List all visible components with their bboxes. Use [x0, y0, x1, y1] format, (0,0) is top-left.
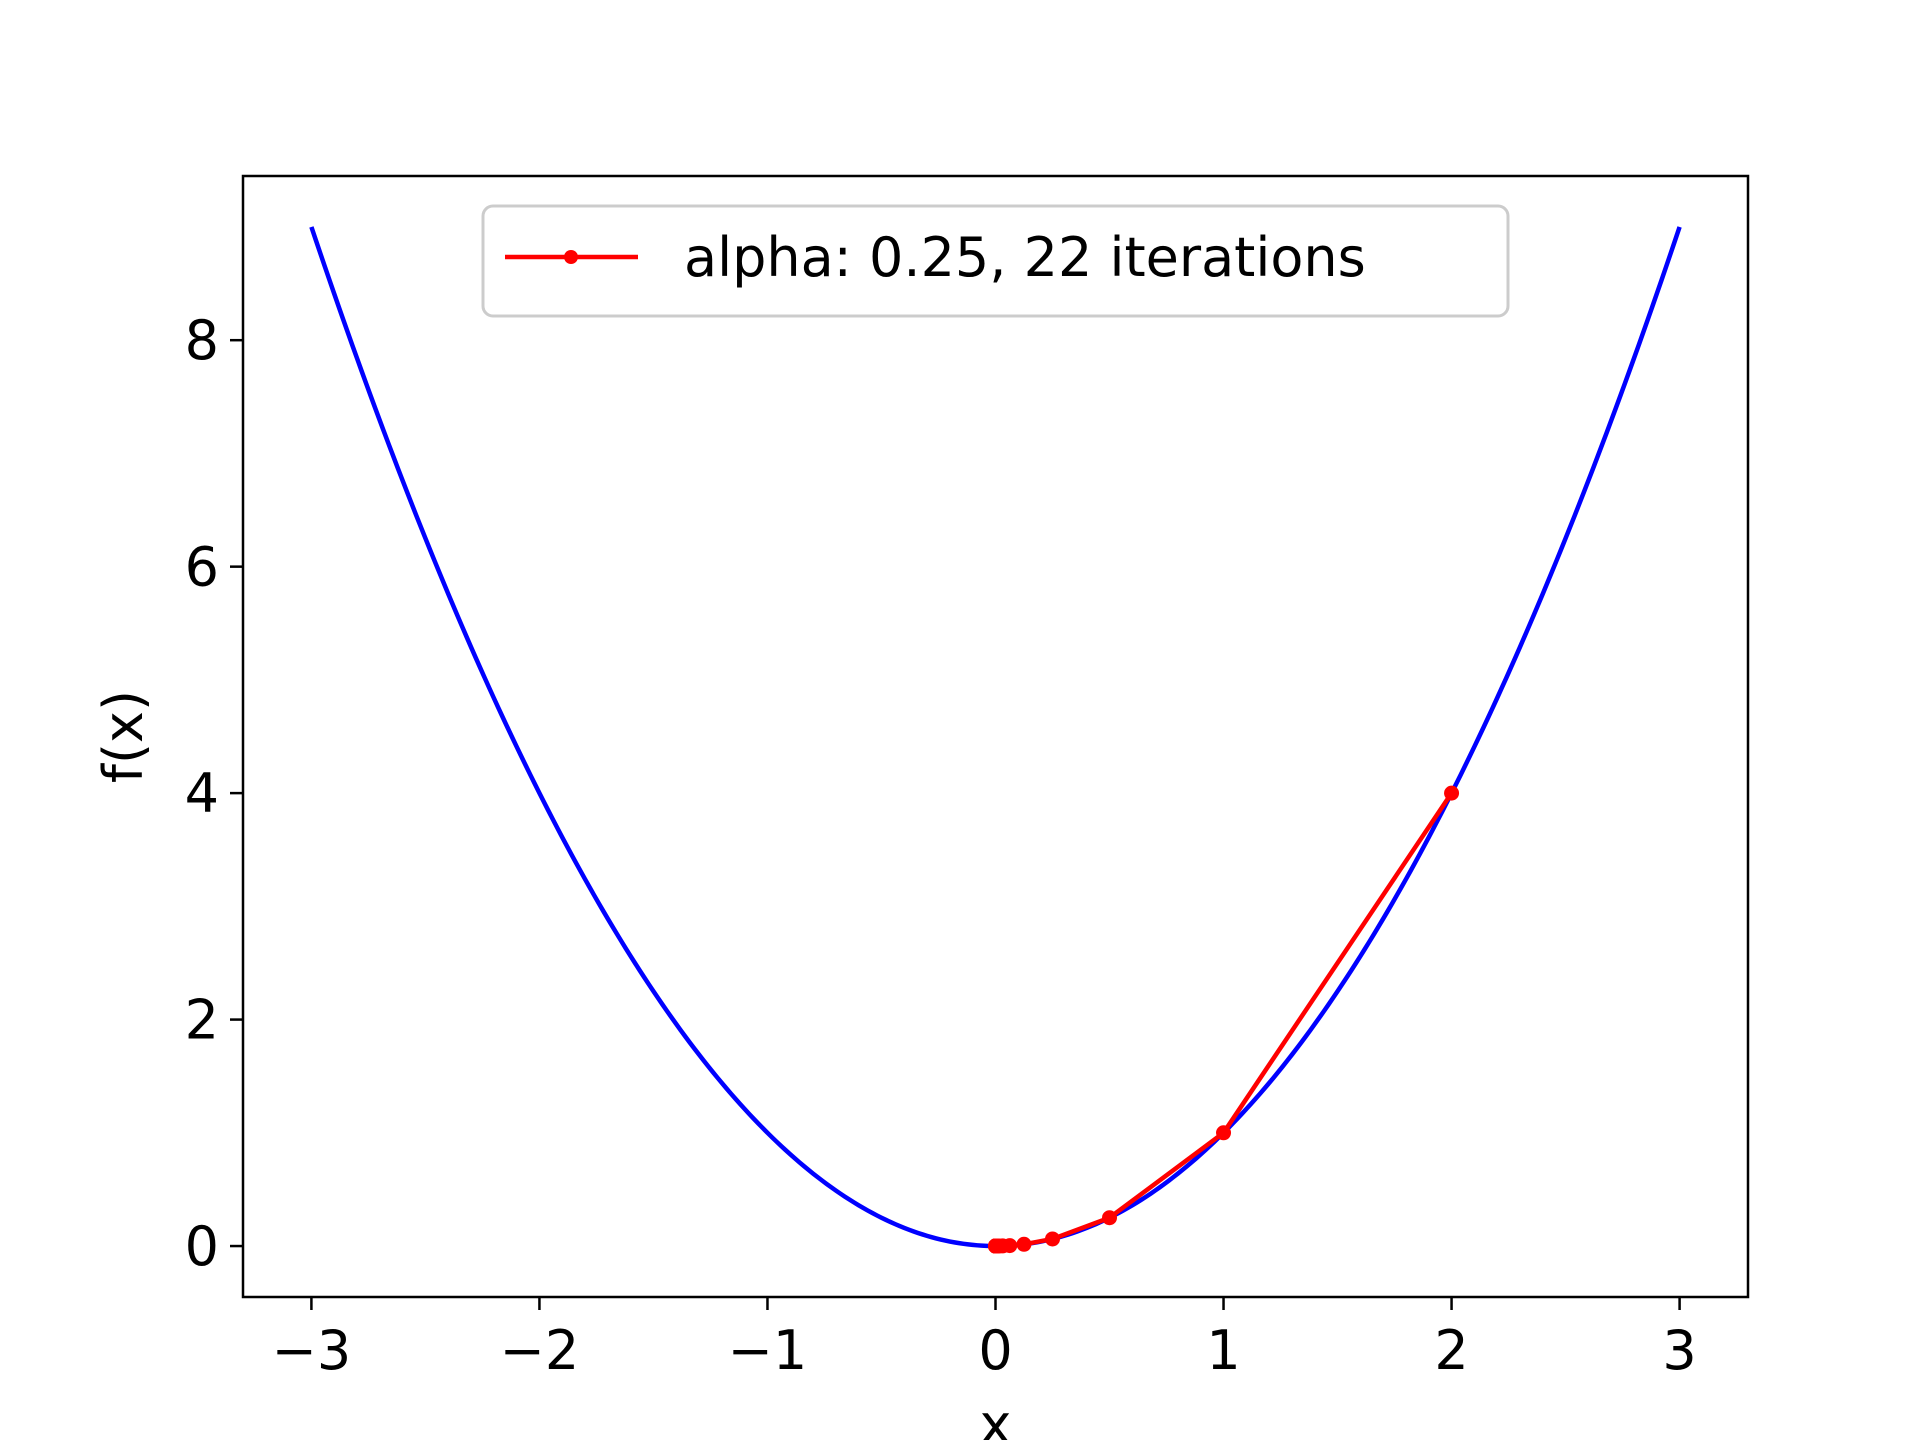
x-tick-label: 2 — [1434, 1319, 1468, 1382]
axes-frame — [241, 174, 1750, 1299]
legend-dot-marker — [564, 250, 578, 264]
legend-entry-label: alpha: 0.25, 22 iterations — [684, 226, 1366, 289]
series-line-fx — [309, 226, 1682, 1249]
x-tick-label: 1 — [1206, 1319, 1240, 1382]
y-tick-label: 8 — [185, 309, 219, 372]
x-tick-label: −2 — [500, 1319, 580, 1382]
plot-area — [241, 174, 1750, 1299]
descent-point — [1045, 1231, 1061, 1247]
x-tick-label: −1 — [728, 1319, 808, 1382]
y-tick-label: 0 — [185, 1215, 219, 1278]
x-tick-label: 0 — [978, 1319, 1012, 1382]
y-axis-label: f(x) — [92, 690, 155, 783]
descent-point — [1216, 1125, 1232, 1141]
x-axis: −3 −2 −1 0 1 2 3 — [272, 1297, 1697, 1382]
series-line-descent-path — [993, 791, 1454, 1249]
descent-point — [1444, 785, 1460, 801]
x-tick-label: −3 — [272, 1319, 352, 1382]
y-tick-label: 6 — [185, 536, 219, 599]
descent-point — [988, 1238, 1003, 1254]
x-tick-label: 3 — [1662, 1319, 1696, 1382]
legend: alpha: 0.25, 22 iterations — [481, 204, 1510, 318]
y-tick-label: 4 — [185, 762, 219, 825]
descent-point — [1102, 1210, 1118, 1226]
legend-box — [481, 204, 1510, 318]
y-tick-label: 2 — [185, 989, 219, 1052]
y-axis: 0 2 4 6 8 — [185, 309, 243, 1278]
x-axis-label: x — [980, 1393, 1012, 1440]
descent-point — [1016, 1236, 1032, 1252]
